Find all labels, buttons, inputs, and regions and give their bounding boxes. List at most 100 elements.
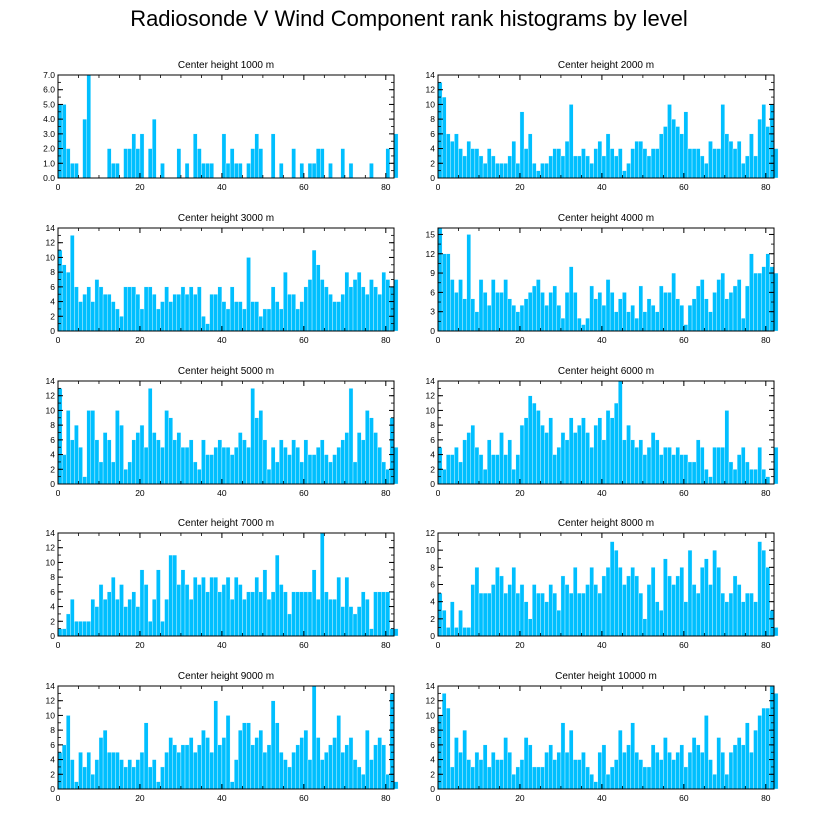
y-tick-label: 6 [430, 129, 435, 139]
y-tick-label: 0 [430, 173, 435, 183]
histogram-bar [365, 729, 370, 790]
histogram-bar [495, 454, 500, 485]
histogram-bar [626, 424, 631, 485]
histogram-bar [614, 402, 619, 485]
histogram-bar [659, 133, 664, 179]
histogram-bar [446, 454, 451, 485]
histogram-bar [675, 447, 680, 485]
histogram-bar [320, 759, 325, 790]
histogram-bar [708, 759, 713, 790]
histogram-bar [736, 279, 742, 332]
x-tick-label: 40 [597, 488, 607, 498]
panel-title: Center height 2000 m [558, 60, 654, 71]
histogram-bar [188, 439, 194, 485]
histogram-bar [548, 292, 553, 332]
histogram-bar [209, 163, 214, 179]
histogram-bar [176, 148, 182, 179]
x-tick-label: 80 [381, 335, 391, 345]
histogram-bar [385, 591, 391, 637]
y-tick-label: 10 [46, 405, 56, 415]
y-tick-label: 5.0 [43, 99, 55, 109]
histogram-bar [654, 311, 660, 332]
histogram-bar [523, 148, 529, 179]
histogram-bar [180, 569, 186, 637]
histogram-bar [622, 170, 627, 179]
histogram-bar [622, 752, 627, 790]
histogram-bar [478, 759, 484, 790]
histogram-bar [361, 439, 366, 485]
histogram-bar [180, 286, 186, 332]
histogram-bar [659, 610, 664, 637]
histogram-bar [246, 257, 251, 332]
y-tick-label: 2 [430, 614, 435, 624]
histogram-bar [209, 752, 214, 790]
histogram-bar [470, 298, 476, 332]
histogram-bar [66, 271, 71, 332]
panel-6: Center height 6000 m 0 2 4 6 8 10 12 14 0 20 40 60 80 [426, 366, 779, 498]
histogram-bar [462, 627, 467, 637]
histogram-bar [573, 567, 578, 637]
histogram-bar [250, 388, 255, 485]
histogram-bar [369, 759, 374, 790]
y-tick-label: 10 [46, 710, 56, 720]
histogram-bar [716, 447, 721, 485]
histogram-bar [106, 752, 112, 790]
histogram-bar [250, 744, 255, 790]
histogram-bar [540, 592, 545, 637]
histogram-bar [532, 285, 537, 332]
histogram-bar [172, 439, 178, 485]
histogram-bar [279, 584, 284, 637]
histogram-bar [320, 279, 325, 332]
histogram-bar [188, 599, 194, 637]
histogram-bar [307, 454, 313, 485]
histogram-bar [115, 308, 120, 332]
histogram-bar [757, 541, 762, 637]
histogram-bar [683, 454, 689, 485]
y-tick-label: 4 [430, 144, 435, 154]
histogram-bar [147, 388, 153, 485]
histogram-bar [577, 155, 582, 179]
histogram-bar [589, 447, 594, 485]
histogram-bar [761, 469, 766, 485]
x-tick-label: 0 [436, 182, 441, 192]
x-tick-label: 20 [135, 488, 145, 498]
histogram-bar [757, 272, 762, 332]
histogram-bar [119, 316, 124, 332]
histogram-bar [295, 591, 300, 637]
histogram-bar [205, 737, 210, 790]
histogram-bar [642, 148, 648, 179]
histogram-bar [458, 610, 463, 637]
histogram-bar [315, 148, 321, 179]
histogram-bar [168, 737, 173, 790]
histogram-bar [548, 744, 553, 790]
histogram-bar [299, 591, 305, 637]
histogram-bar [642, 766, 648, 790]
histogram-bar [356, 606, 362, 637]
histogram-bar [299, 461, 305, 485]
histogram-bar [381, 461, 386, 485]
histogram-bar [519, 424, 525, 485]
histogram-bar [527, 133, 533, 179]
histogram-bar [695, 148, 701, 179]
histogram-bar [324, 752, 329, 790]
x-tick-label: 20 [515, 488, 525, 498]
y-tick-label: 6 [50, 282, 55, 292]
x-tick-label: 40 [217, 488, 227, 498]
histogram-bar [291, 439, 296, 485]
x-tick-label: 60 [299, 182, 309, 192]
histogram-bar [724, 774, 730, 790]
histogram-bar [446, 627, 451, 637]
histogram-bar [671, 272, 676, 332]
histogram-bar [749, 752, 754, 790]
histogram-bar [491, 279, 496, 332]
histogram-bar [356, 271, 362, 332]
histogram-bar [176, 432, 182, 485]
histogram-bar [307, 279, 313, 332]
histogram-bar [336, 576, 341, 637]
y-tick-label: 2 [430, 769, 435, 779]
histogram-bar [119, 424, 124, 485]
histogram-bar [135, 432, 141, 485]
histogram-bar [597, 592, 603, 637]
histogram-bar [581, 592, 586, 637]
histogram-bar [634, 575, 639, 637]
